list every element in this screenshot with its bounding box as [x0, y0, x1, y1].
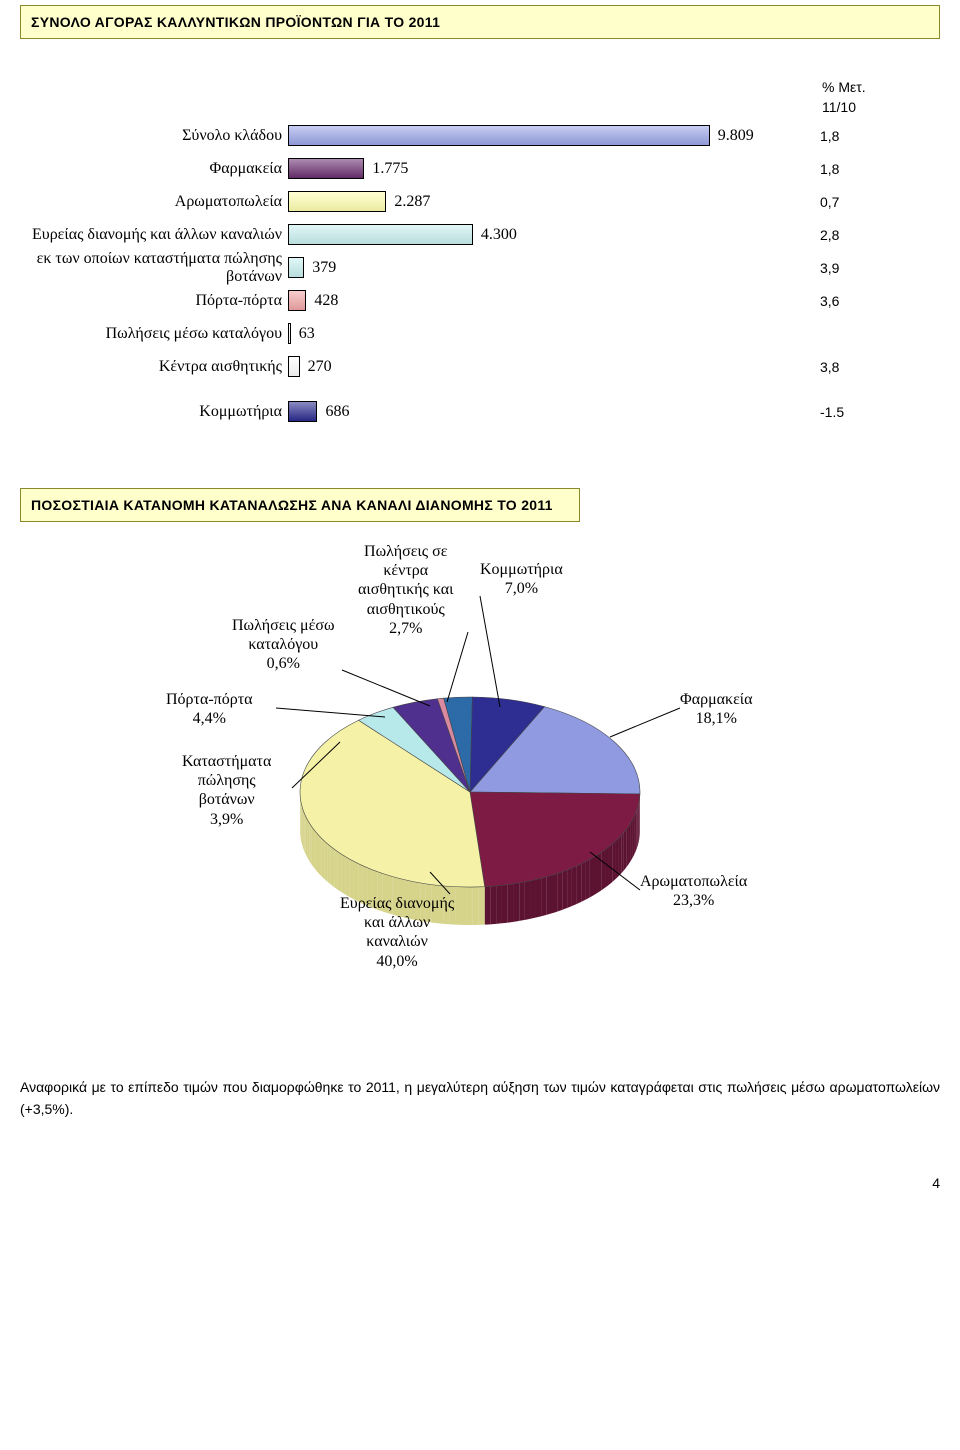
bar-row: Κομμωτήρια 686	[20, 395, 820, 428]
pie-label: Φαρμακεία18,1%	[680, 690, 753, 728]
pie-chart-area: Πωλήσεις σεκέντρααισθητικής καιαισθητικο…	[140, 542, 860, 1022]
bar-fill	[288, 323, 291, 344]
header-1110: 11/10	[822, 99, 940, 115]
side-value: 3,9	[820, 251, 940, 284]
side-value: 1,8	[820, 152, 940, 185]
bar-row: εκ των οποίων καταστήματα πώλησης βοτάνω…	[20, 251, 820, 284]
bar-fill	[288, 191, 386, 212]
body-paragraph: Αναφορικά με το επίπεδο τιμών που διαμορ…	[20, 1077, 940, 1120]
side-value: -1.5	[820, 395, 940, 428]
bar-value: 270	[308, 358, 332, 376]
bar-value: 4.300	[481, 226, 517, 244]
bar-row	[20, 383, 820, 395]
bar-label: Πόρτα-πόρτα	[20, 292, 288, 310]
bar-value: 428	[314, 292, 338, 310]
bar-label: Σύνολο κλάδου	[20, 127, 288, 145]
bar-fill	[288, 257, 304, 278]
bar-value: 63	[299, 325, 315, 343]
bar-row: Ευρείας διανομής και άλλων καναλιών 4.300	[20, 218, 820, 251]
pie-label: Πόρτα-πόρτα4,4%	[166, 690, 253, 728]
page-number: 4	[20, 1175, 940, 1191]
leader-line	[447, 632, 468, 702]
bar-fill	[288, 401, 317, 422]
leader-line	[610, 708, 680, 737]
side-value: 3,8	[820, 350, 940, 383]
bar-fill	[288, 290, 306, 311]
pie-label: Ευρείας διανομήςκαι άλλωνκαναλιών40,0%	[340, 894, 454, 971]
bar-chart-area: Σύνολο κλάδου 9.809 Φαρμακεία 1.775 Αρωματοπ…	[20, 119, 940, 428]
header-pctmet: % Μετ.	[822, 79, 940, 95]
bar-label: Κομμωτήρια	[20, 403, 288, 421]
bar-label: Κέντρα αισθητικής	[20, 358, 288, 376]
title-main: ΣΥΝΟΛΟ ΑΓΟΡΑΣ ΚΑΛΛΥΝΤΙΚΩΝ ΠΡΟΪΟΝΤΩΝ ΓΙΑ …	[20, 5, 940, 39]
pie-label: Πωλήσεις σεκέντρααισθητικής καιαισθητικο…	[358, 542, 453, 638]
bar-row: Αρωματοπωλεία 2.287	[20, 185, 820, 218]
bar-row: Πόρτα-πόρτα 428	[20, 284, 820, 317]
bar-fill	[288, 224, 473, 245]
pie-label: Αρωματοπωλεία23,3%	[640, 872, 747, 910]
bar-value: 2.287	[394, 193, 430, 211]
title-pie: ΠΟΣΟΣΤΙΑΙΑ ΚΑΤΑΝΟΜΗ ΚΑΤΑΝΑΛΩΣΗΣ ΑΝΑ ΚΑΝΑ…	[20, 488, 580, 522]
side-value: 2,8	[820, 218, 940, 251]
side-value	[820, 317, 940, 350]
bar-row: Σύνολο κλάδου 9.809	[20, 119, 820, 152]
bar-label: Ευρείας διανομής και άλλων καναλιών	[20, 226, 288, 244]
bar-value: 379	[312, 259, 336, 277]
bar-row: Φαρμακεία 1.775	[20, 152, 820, 185]
side-value: 1,8	[820, 119, 940, 152]
pie-label: Πωλήσεις μέσωκαταλόγου0,6%	[232, 616, 335, 674]
side-value	[820, 383, 940, 395]
bar-value: 686	[325, 403, 349, 421]
bar-fill	[288, 125, 710, 146]
bar-value: 9.809	[718, 127, 754, 145]
bar-label: Φαρμακεία	[20, 160, 288, 178]
bar-fill	[288, 356, 300, 377]
leader-line	[276, 708, 385, 717]
side-value: 3,6	[820, 284, 940, 317]
bar-label: Πωλήσεις μέσω καταλόγου	[20, 325, 288, 343]
leader-line	[342, 670, 430, 706]
pie-label: Κομμωτήρια7,0%	[480, 560, 563, 598]
bar-label: εκ των οποίων καταστήματα πώλησης βοτάνω…	[20, 250, 288, 286]
bar-fill	[288, 158, 364, 179]
bar-value: 1.775	[372, 160, 408, 178]
pie-label: Καταστήματαπώλησηςβοτάνων3,9%	[182, 752, 271, 829]
leader-line	[480, 596, 500, 707]
bar-label: Αρωματοπωλεία	[20, 193, 288, 211]
side-value: 0,7	[820, 185, 940, 218]
bar-row: Πωλήσεις μέσω καταλόγου 63	[20, 317, 820, 350]
